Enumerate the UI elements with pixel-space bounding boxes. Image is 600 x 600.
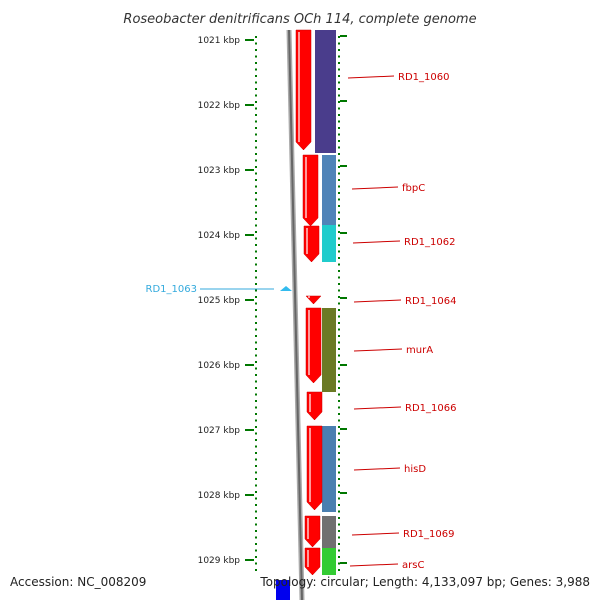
scale-label: 1029 kbp: [198, 556, 241, 566]
cog-block: [322, 426, 336, 512]
gene-arrows: [276, 29, 323, 600]
cog-block: [322, 30, 336, 153]
gene-label[interactable]: hisD: [404, 464, 426, 475]
gene-label[interactable]: RD1_1062: [404, 237, 455, 248]
genome-backbone: [286, 29, 305, 600]
gene-label[interactable]: fbpC: [402, 183, 425, 194]
scale-label: 1026 kbp: [198, 361, 241, 371]
highlight-gene-label[interactable]: RD1_1063: [146, 284, 197, 295]
scale-label: 1027 kbp: [198, 426, 241, 436]
scale-label: 1025 kbp: [198, 296, 241, 306]
accession-text: Accession: NC_008209: [10, 575, 146, 589]
scale-ticks: [255, 35, 347, 571]
scale-label: 1024 kbp: [198, 231, 241, 241]
gene-label[interactable]: arsC: [402, 560, 424, 571]
marker-triangle-icon: [280, 286, 292, 291]
cog-block: [322, 225, 336, 262]
scale-label: 1022 kbp: [198, 101, 241, 111]
cog-block: [322, 548, 336, 575]
scale-label: 1021 kbp: [198, 36, 241, 46]
scale-label: 1028 kbp: [198, 491, 241, 501]
gene-label[interactable]: RD1_1060: [398, 72, 449, 83]
cog-block: [322, 155, 336, 225]
gene-label[interactable]: RD1_1069: [403, 529, 454, 540]
gene-labels: RD1_1060 fbpC RD1_1062 RD1_1064 murA RD1_1066…: [347, 72, 456, 571]
gene-label[interactable]: RD1_1066: [405, 403, 456, 414]
map-title: Roseobacter denitrificans OCh 114, compl…: [123, 12, 476, 27]
gene-label[interactable]: RD1_1064: [405, 296, 456, 307]
highlight-marker[interactable]: RD1_1063: [146, 284, 292, 295]
topology-text: Topology: circular; Length: 4,133,097 bp…: [259, 575, 590, 589]
scale-label: 1023 kbp: [198, 166, 241, 176]
cog-category-blocks: [315, 30, 336, 575]
gene-label[interactable]: murA: [406, 345, 433, 356]
scale-labels: 1021 kbp 1022 kbp 1023 kbp 1024 kbp 1025 kbp…: [198, 36, 254, 566]
blue-gene-block[interactable]: [276, 580, 290, 600]
cog-block: [322, 308, 336, 392]
cog-block: [322, 516, 336, 548]
